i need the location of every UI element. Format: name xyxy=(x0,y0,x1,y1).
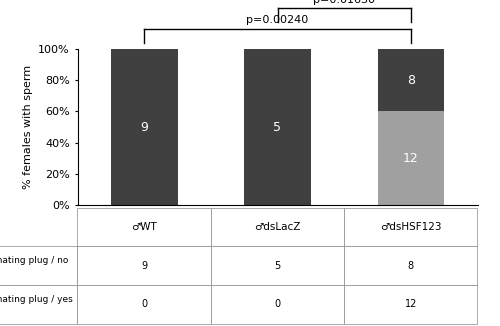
Text: 9: 9 xyxy=(140,121,148,134)
Text: 5: 5 xyxy=(274,121,281,134)
Text: p=0.01630: p=0.01630 xyxy=(313,0,375,5)
Bar xyxy=(378,49,444,111)
Text: p=0.00240: p=0.00240 xyxy=(246,15,308,25)
Bar xyxy=(378,111,444,205)
Bar xyxy=(244,49,311,205)
Text: 12: 12 xyxy=(403,152,418,165)
Y-axis label: % females with sperm: % females with sperm xyxy=(22,65,32,189)
Text: 8: 8 xyxy=(407,74,415,87)
Bar xyxy=(111,49,178,205)
